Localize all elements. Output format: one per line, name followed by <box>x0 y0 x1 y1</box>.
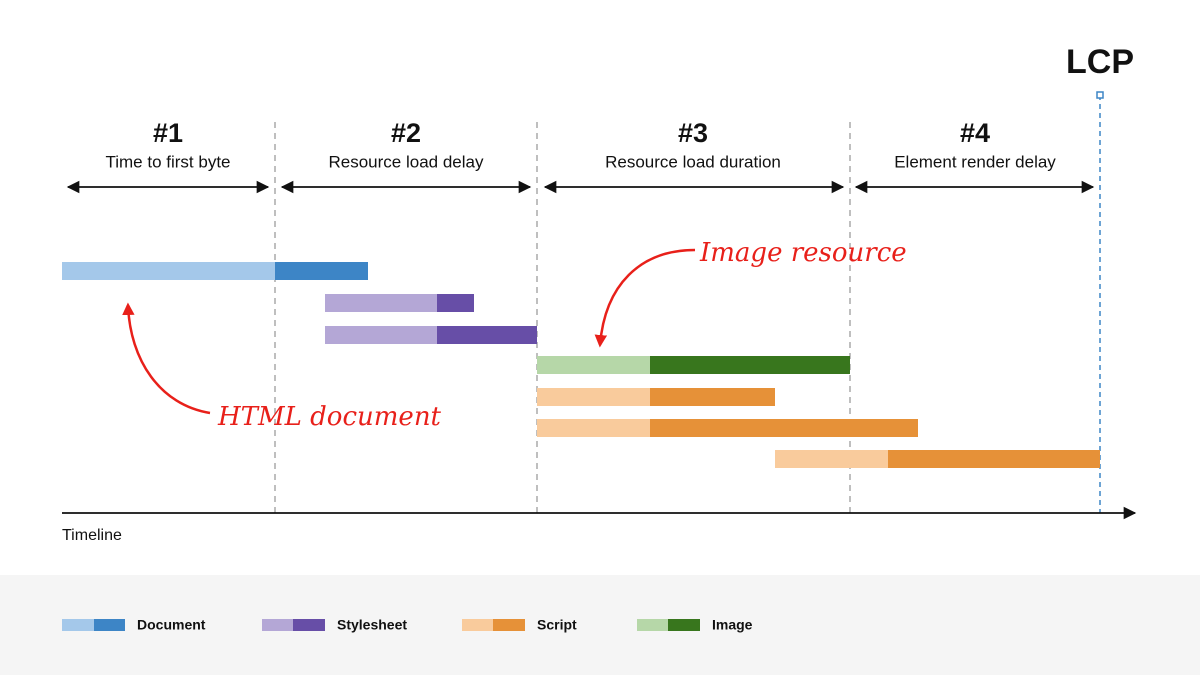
bar-wait <box>537 356 650 374</box>
bar-load <box>650 419 918 437</box>
phase-label: Resource load duration <box>605 152 781 171</box>
phase-number: #1 <box>153 118 183 148</box>
phase-label: Resource load delay <box>329 152 484 171</box>
legend-swatch <box>62 619 94 631</box>
legend-swatch <box>293 619 325 631</box>
bar-load <box>888 450 1100 468</box>
phase-dividers <box>274 122 851 513</box>
legend-label: Stylesheet <box>337 617 407 633</box>
legend-label: Image <box>712 617 753 633</box>
annotation-arrow <box>122 302 211 415</box>
bar-load <box>437 326 537 344</box>
annotation: Image resource <box>699 238 907 268</box>
phase-number: #4 <box>960 118 990 148</box>
annotation: HTML document <box>217 402 442 432</box>
legend-panel <box>0 575 1200 675</box>
bar-wait <box>537 419 650 437</box>
axis-label: Timeline <box>62 527 122 544</box>
legend-label: Script <box>537 617 577 633</box>
bar-wait <box>325 326 437 344</box>
bar-wait <box>62 262 275 280</box>
waterfall <box>62 262 1100 468</box>
legend-swatch <box>493 619 525 631</box>
legend-swatch <box>637 619 668 631</box>
bar-load <box>437 294 474 312</box>
phase-label: Time to first byte <box>105 152 230 171</box>
legend-swatch <box>668 619 700 631</box>
phase-number: #3 <box>678 118 708 148</box>
bar-wait <box>537 388 650 406</box>
bar-load <box>650 388 775 406</box>
bar-wait <box>775 450 888 468</box>
legend-swatch <box>462 619 493 631</box>
phase-number: #2 <box>391 118 421 148</box>
bar-wait <box>325 294 437 312</box>
bar-load <box>650 356 850 374</box>
bar-load <box>275 262 368 280</box>
legend-label: Document <box>137 617 206 633</box>
legend-swatch <box>94 619 125 631</box>
legend: Document Stylesheet Script Image <box>62 617 753 633</box>
lcp-label: LCP <box>1066 43 1134 81</box>
lcp-marker <box>1096 91 1104 99</box>
annotation-arrow <box>594 248 696 348</box>
legend-swatch <box>262 619 293 631</box>
phase-label: Element render delay <box>894 152 1056 171</box>
